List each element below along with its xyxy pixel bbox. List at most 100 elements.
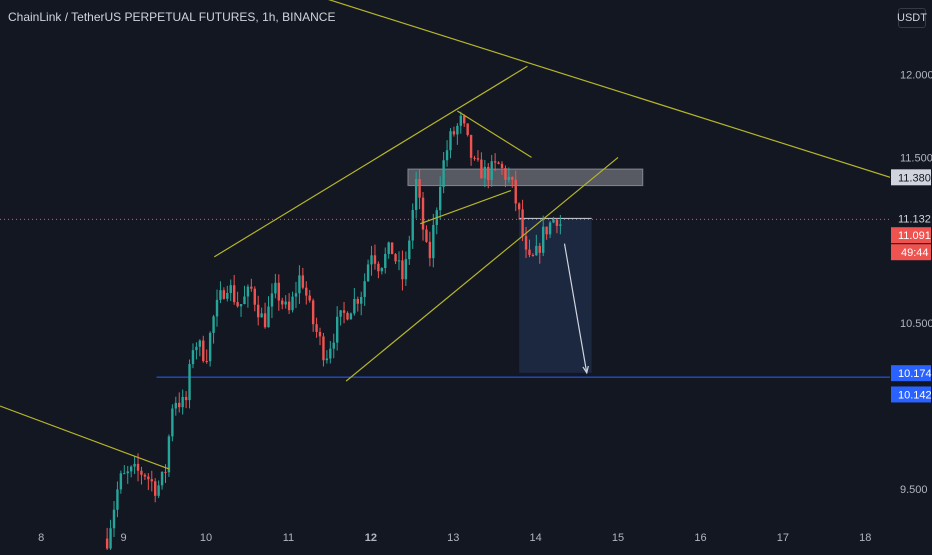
candle-body: [188, 364, 191, 401]
candle-body: [195, 346, 198, 351]
candle-body: [329, 348, 332, 359]
candle-body: [236, 302, 239, 307]
candle-body: [150, 479, 153, 482]
candle-body: [542, 226, 545, 253]
candle-body: [353, 298, 356, 314]
candle-body: [449, 131, 452, 151]
candle-body: [205, 361, 208, 363]
candle-body: [545, 226, 548, 235]
candle-body: [535, 245, 538, 256]
candle-body: [339, 310, 342, 317]
candle-body: [332, 342, 335, 349]
candle-body: [497, 162, 500, 164]
time-tick-label: 12: [365, 532, 377, 544]
candle-body: [243, 296, 246, 305]
trendlines-layer: [0, 0, 891, 470]
candle-body: [528, 249, 531, 255]
time-tick-label: 13: [447, 532, 459, 544]
candle-body: [298, 275, 301, 294]
candle-body: [342, 310, 346, 313]
candle-body: [514, 179, 517, 204]
candle-body: [301, 275, 305, 288]
candle-body: [493, 161, 497, 163]
symbol-title[interactable]: ChainLink / TetherUS PERPETUAL FUTURES, …: [8, 10, 336, 24]
candle-body: [318, 331, 322, 337]
candle-body: [366, 264, 370, 282]
candle-body: [257, 304, 260, 318]
candle-body: [421, 197, 425, 230]
countdown-bg: [891, 244, 931, 261]
candle-body: [263, 313, 267, 328]
candle-body: [387, 242, 390, 254]
candle-body: [154, 481, 157, 496]
candle-body: [136, 463, 140, 471]
time-tick-label: 17: [777, 532, 789, 544]
candle-body: [164, 471, 167, 473]
time-tick-label: 11: [283, 532, 294, 544]
candle-body: [308, 295, 311, 301]
candle-body: [270, 293, 274, 307]
time-tick-label: 8: [38, 532, 44, 544]
candle-body: [140, 470, 143, 475]
candle-body: [284, 301, 287, 305]
candle-body: [511, 176, 514, 180]
candle-body: [425, 229, 428, 242]
candle-body: [253, 288, 256, 305]
candle-body: [160, 471, 164, 486]
candle-body: [521, 209, 524, 237]
candle-body: [438, 186, 442, 211]
candle-body: [524, 236, 528, 250]
candle-body: [311, 300, 315, 325]
arrow-head: [582, 365, 589, 375]
levels-layer: [0, 217, 890, 378]
candle-body: [325, 358, 329, 361]
candle-body: [119, 473, 123, 490]
candle-body: [181, 396, 184, 408]
candle-body: [390, 242, 394, 255]
time-tick-label: 18: [859, 532, 871, 544]
candle-body: [490, 161, 493, 181]
candle-body: [466, 123, 469, 135]
candle-body: [538, 245, 541, 253]
target-level-2-badge: 10.142: [898, 389, 932, 401]
current-level-badge-bg: [891, 210, 931, 227]
candle-body: [442, 160, 445, 187]
candle-body: [123, 473, 126, 475]
candle-body: [202, 340, 205, 362]
candle-body: [178, 402, 181, 408]
candle-body: [239, 304, 243, 307]
candle-body: [335, 316, 339, 343]
candle-body: [105, 538, 109, 549]
candle-body: [548, 222, 552, 235]
currency-button[interactable]: USDT: [897, 8, 927, 28]
axes-layer: 12.000 11.500 10.500 9.500 11.380 11.132 11.09…: [38, 70, 932, 544]
supply-level-badge-bg: [891, 169, 931, 186]
candle-body: [370, 255, 373, 265]
candle-body: [260, 313, 263, 318]
candle-body: [129, 466, 133, 472]
supply-zone: [407, 168, 644, 187]
candle-body: [555, 219, 559, 226]
candle-body: [507, 176, 511, 180]
candle-body: [157, 485, 160, 496]
time-tick-label: 10: [200, 532, 212, 544]
last-price-badge: 11.091: [898, 230, 931, 242]
candle-body: [250, 286, 253, 289]
candle-body: [380, 268, 384, 272]
candle-body: [428, 241, 432, 259]
trendline: [457, 110, 532, 158]
candle-body: [346, 312, 349, 320]
candle-body: [384, 253, 387, 269]
price-tick-label: 9.500: [900, 484, 928, 496]
candle-body: [287, 301, 291, 311]
candle-body: [277, 282, 281, 301]
candle-body: [215, 299, 219, 317]
zones-layer: [407, 168, 644, 373]
candle-body: [167, 436, 171, 473]
candle-body: [226, 293, 229, 299]
time-tick-label: 16: [694, 532, 706, 544]
candle-body: [171, 408, 174, 437]
time-tick-label: 15: [612, 532, 624, 544]
